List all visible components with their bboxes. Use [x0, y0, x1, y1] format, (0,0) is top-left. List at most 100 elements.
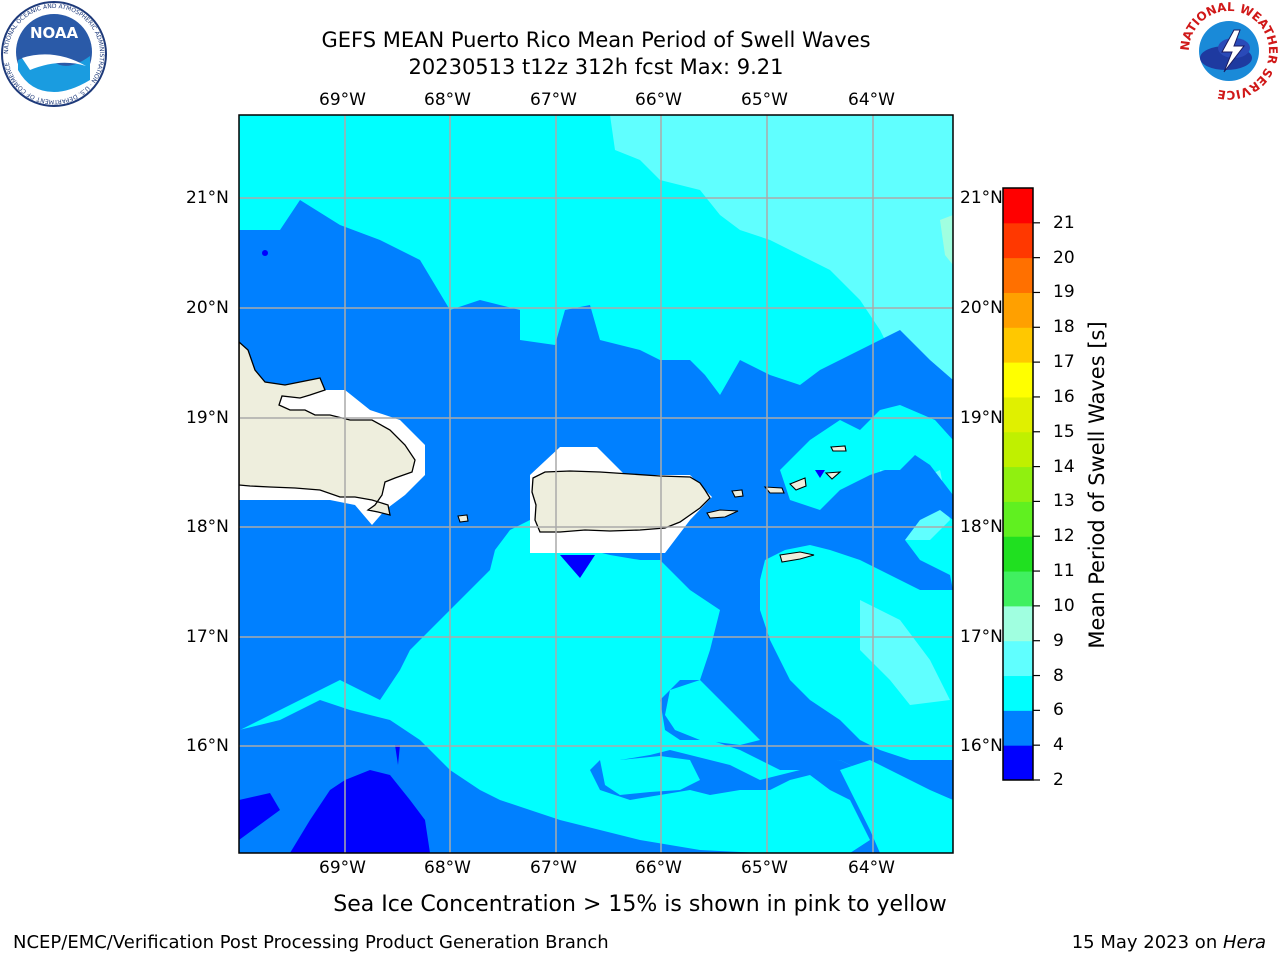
colorbar-tick-label: 17: [1053, 352, 1075, 373]
colorbar-segment: [1003, 536, 1033, 572]
lat-label-right: 21°N: [960, 188, 1003, 208]
lat-label-left: 20°N: [186, 298, 229, 318]
colorbar-tick-label: 9: [1053, 630, 1064, 651]
band-2-4: [290, 770, 430, 853]
lon-label-bottom: 64°W: [848, 858, 895, 878]
footer-date: 15 May 2023 on: [1071, 932, 1223, 953]
noaa-logo: NATIONAL OCEANIC AND ATMOSPHERIC ADMINIS…: [1, 1, 107, 107]
lon-label-top: 65°W: [741, 90, 788, 110]
colorbar-tick-label: 15: [1053, 421, 1075, 442]
lat-label-right: 18°N: [960, 517, 1003, 537]
culebra-island: [731, 489, 744, 498]
colorbar-segment: [1003, 362, 1033, 398]
gridlines: [239, 115, 953, 853]
footer-left: NCEP/EMC/Verification Post Processing Pr…: [13, 932, 609, 953]
lat-label-left: 18°N: [186, 517, 229, 537]
band-2-4: [262, 250, 268, 256]
colorbar: [1002, 187, 1040, 781]
colorbar-segment: [1003, 396, 1033, 433]
lon-label-top: 64°W: [848, 90, 895, 110]
band-2-4: [395, 745, 400, 765]
lat-label-left: 21°N: [186, 188, 229, 208]
band-2-4: [560, 555, 595, 578]
footer-right: 15 May 2023 on Hera: [1072, 932, 1266, 954]
colorbar-tick-label: 13: [1053, 491, 1075, 512]
lat-label-left: 17°N: [186, 627, 229, 647]
band-6-8: [840, 760, 953, 853]
colorbar-segment: [1003, 501, 1033, 537]
colorbar-tick-label: 8: [1053, 665, 1064, 686]
colorbar-tick-label: 20: [1053, 247, 1075, 268]
band-6-8: [600, 756, 700, 795]
colorbar-segment: [1003, 605, 1033, 642]
nws-logo: NATIONAL WEATHER SERVICE: [1178, 0, 1280, 102]
lon-label-bottom: 67°W: [530, 858, 577, 878]
colorbar-tick-label: 14: [1053, 456, 1075, 477]
colorbar-tick-label: 16: [1053, 386, 1075, 407]
noaa-logo-text: NOAA: [30, 24, 79, 42]
puerto-rico-coast: [531, 470, 711, 533]
lat-label-right: 16°N: [960, 736, 1003, 756]
band-4-6: [239, 640, 270, 710]
swell-period-field: [239, 115, 953, 853]
band-9-10: [940, 215, 953, 265]
colorbar-segment: [1003, 431, 1033, 468]
virgin-island: [789, 477, 807, 491]
lon-label-bottom: 65°W: [741, 858, 788, 878]
colorbar-tick-label: 6: [1053, 700, 1064, 721]
lon-label-top: 68°W: [424, 90, 471, 110]
island: [457, 514, 469, 523]
lon-label-top: 66°W: [635, 90, 682, 110]
virgin-island: [824, 471, 842, 480]
band-8-9: [610, 115, 953, 420]
colorbar-segment: [1003, 327, 1033, 363]
lat-label-right: 20°N: [960, 298, 1003, 318]
band-2-4: [815, 470, 825, 478]
colorbar-segment: [1003, 257, 1033, 293]
band-4-6: [245, 235, 280, 275]
lon-label-top: 69°W: [319, 90, 366, 110]
colorbar-segment: [1003, 292, 1033, 328]
colorbar-tick-label: 18: [1053, 317, 1075, 338]
map-subtitle: 20230513 t12z 312h fcst Max: 9.21: [408, 55, 784, 79]
sea-ice-caption-text: Sea Ice Concentration > 15% is shown in …: [333, 892, 947, 917]
colorbar-tick-label: 21: [1053, 212, 1075, 233]
band-6-8: [665, 680, 760, 745]
lat-label-left: 16°N: [186, 736, 229, 756]
lat-label-right: 19°N: [960, 408, 1003, 428]
band-8-9: [860, 600, 950, 705]
colorbar-tick-label: 12: [1053, 526, 1075, 547]
sea-ice-caption: Sea Ice Concentration > 15% is shown in …: [0, 892, 1280, 918]
colorbar-label: Mean Period of Swell Waves [s]: [1085, 321, 1109, 649]
footer-host: Hera: [1222, 932, 1266, 953]
colorbar-tick-label: 4: [1053, 735, 1064, 756]
lon-label-bottom: 66°W: [635, 858, 682, 878]
virgin-island: [763, 486, 785, 494]
map-frame: [238, 114, 954, 854]
colorbar-tick-label: 11: [1053, 561, 1075, 582]
colorbar-tick-label: 19: [1053, 282, 1075, 303]
lon-label-bottom: 69°W: [319, 858, 366, 878]
colorbar-segment: [1003, 188, 1033, 224]
colorbar-segment: [1003, 571, 1033, 607]
colorbar-segment: [1003, 466, 1033, 502]
colorbar-segment: [1003, 710, 1033, 746]
lat-label-left: 19°N: [186, 408, 229, 428]
colorbar-segment: [1003, 675, 1033, 711]
lon-label-top: 67°W: [530, 90, 577, 110]
colorbar-segment: [1003, 745, 1033, 781]
colorbar-segment: [1003, 640, 1033, 677]
colorbar-frame: [1002, 187, 1034, 781]
lat-label-right: 17°N: [960, 627, 1003, 647]
map-title: GEFS MEAN Puerto Rico Mean Period of Swe…: [321, 28, 871, 52]
vieques-island: [706, 509, 739, 519]
colorbar-segment: [1003, 222, 1033, 259]
anegada-island: [830, 445, 847, 452]
colorbar-tick-label: 2: [1053, 770, 1064, 790]
lon-label-bottom: 68°W: [424, 858, 471, 878]
band-2-4: [239, 793, 280, 840]
colorbar-tick-label: 10: [1053, 595, 1075, 616]
band-4-6: [239, 515, 280, 545]
st-croix-island: [779, 551, 815, 563]
